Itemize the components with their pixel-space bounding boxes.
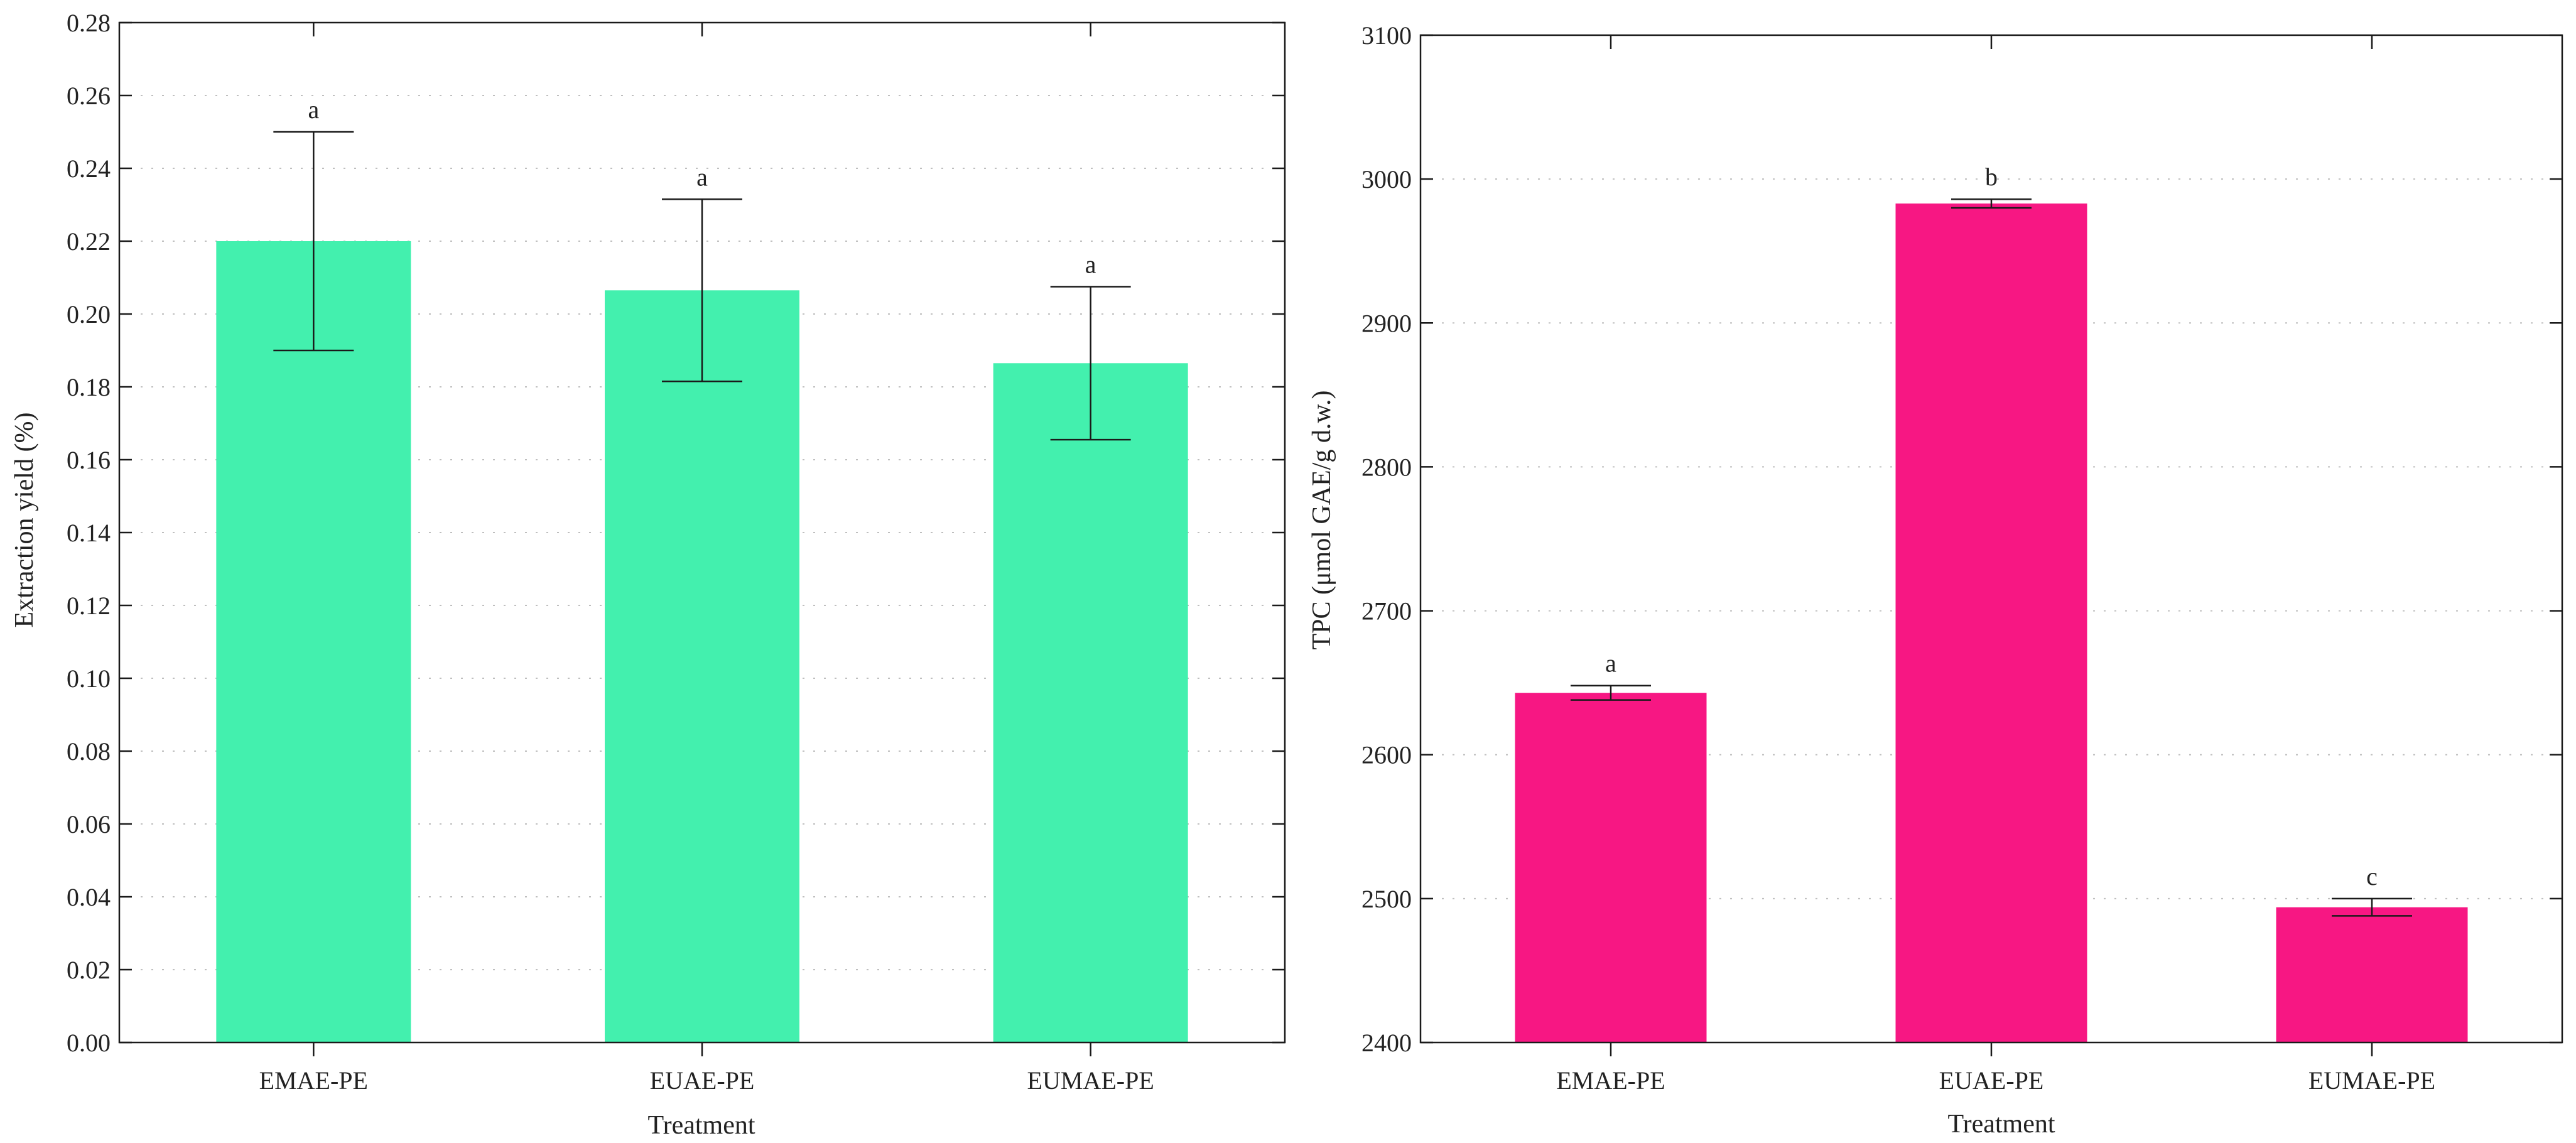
chart-0-y-tick-label: 0.24 <box>67 154 111 183</box>
chart-1-y-tick-label: 2800 <box>1361 453 1412 481</box>
tpc-chart: TPC (μmol GAE/g d.w.) Treatment a b c 2400 2… <box>1307 21 2563 1139</box>
chart-0-y-tick-label: 0.12 <box>67 592 111 620</box>
chart-0-y-axis-title: Extraction yield (%) <box>10 413 39 628</box>
chart-1-y-tick-label: 2400 <box>1361 1029 1412 1057</box>
chart-1-significance-label: a <box>1605 649 1616 678</box>
chart-0-y-tick-label: 0.16 <box>67 446 111 474</box>
chart-0-significance-label: a <box>1085 251 1096 279</box>
chart-0-x-axis-title: Treatment <box>647 1111 755 1140</box>
chart-0-y-tick-label: 0.10 <box>67 664 111 693</box>
chart-0-y-tick-label: 0.00 <box>67 1029 111 1057</box>
chart-1-bar-euae-pe <box>1895 203 2087 1043</box>
chart-0-y-tick-label: 0.28 <box>67 9 111 37</box>
chart-1-significance-label: c <box>2366 862 2378 891</box>
chart-1-significance-label: b <box>1985 163 1998 191</box>
chart-1-y-tick-label: 3000 <box>1361 165 1412 193</box>
chart-0-y-tick-label: 0.20 <box>67 300 111 328</box>
chart-1-x-axis-title: Treatment <box>1947 1110 2055 1139</box>
chart-1-x-tick-label: EUAE-PE <box>1939 1066 2044 1095</box>
chart-1-x-tick-label: EMAE-PE <box>1556 1066 1665 1095</box>
chart-1-y-tick-label: 2900 <box>1361 309 1412 337</box>
chart-0-x-tick-label: EUMAE-PE <box>1027 1066 1154 1095</box>
chart-1-bar-eumae-pe <box>2276 907 2468 1043</box>
chart-1-y-axis-title: TPC (μmol GAE/g d.w.) <box>1307 391 1336 650</box>
chart-1-y-tick-label: 3100 <box>1361 21 1412 50</box>
chart-0-significance-label: a <box>308 95 319 124</box>
chart-0-bar-emae-pe <box>216 241 411 1043</box>
chart-1-bar-emae-pe <box>1515 693 1707 1043</box>
chart-0-y-tick-label: 0.26 <box>67 82 111 110</box>
chart-1-y-tick-label: 2600 <box>1361 741 1412 769</box>
chart-0-y-tick-label: 0.04 <box>67 883 111 911</box>
chart-0-y-tick-label: 0.22 <box>67 227 111 256</box>
chart-0-y-tick-label: 0.14 <box>67 519 111 547</box>
chart-1-x-tick-label: EUMAE-PE <box>2308 1066 2435 1095</box>
chart-0-y-tick-label: 0.02 <box>67 956 111 984</box>
chart-1-y-tick-label: 2500 <box>1361 885 1412 913</box>
chart-0-x-tick-label: EUAE-PE <box>650 1066 755 1095</box>
chart-1-y-tick-label: 2700 <box>1361 597 1412 626</box>
chart-0-bar-euae-pe <box>605 290 799 1043</box>
chart-0-y-tick-label: 0.18 <box>67 373 111 401</box>
chart-0-y-tick-label: 0.06 <box>67 810 111 838</box>
chart-0-bar-eumae-pe <box>993 363 1188 1043</box>
chart-0-y-tick-label: 0.08 <box>67 737 111 766</box>
extraction-yield-chart: Extraction yield (%) Treatment a a a 0.00 0.… <box>10 9 1286 1140</box>
chart-0-significance-label: a <box>696 163 708 191</box>
chart-0-x-tick-label: EMAE-PE <box>259 1066 368 1095</box>
